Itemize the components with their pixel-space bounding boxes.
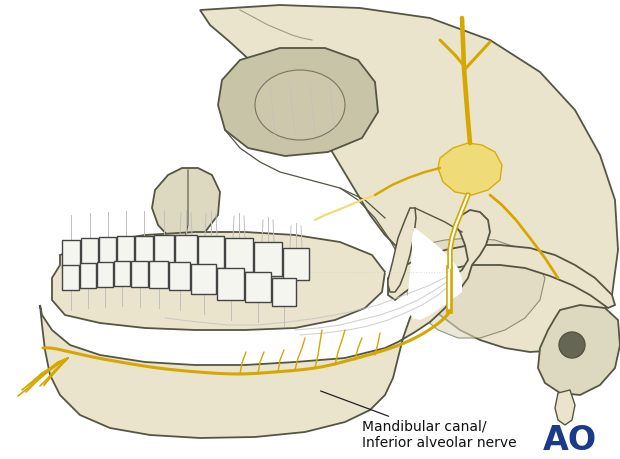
Text: Mandibular canal/
Inferior alveolar nerve: Mandibular canal/ Inferior alveolar nerv…	[321, 391, 516, 450]
Polygon shape	[225, 238, 253, 272]
Polygon shape	[81, 238, 98, 265]
Polygon shape	[217, 268, 244, 300]
Polygon shape	[400, 238, 545, 338]
Polygon shape	[438, 143, 502, 195]
Polygon shape	[117, 236, 134, 263]
Polygon shape	[62, 240, 80, 268]
Polygon shape	[388, 245, 615, 308]
Polygon shape	[135, 236, 153, 264]
Polygon shape	[254, 242, 282, 276]
Polygon shape	[52, 232, 385, 330]
Polygon shape	[152, 168, 220, 240]
Polygon shape	[555, 390, 575, 425]
Polygon shape	[198, 236, 224, 268]
Polygon shape	[169, 262, 190, 290]
Polygon shape	[538, 305, 620, 395]
Ellipse shape	[255, 70, 345, 140]
Polygon shape	[114, 261, 130, 286]
Polygon shape	[245, 272, 271, 302]
Circle shape	[211, 263, 219, 273]
Polygon shape	[99, 237, 116, 264]
Text: AO: AO	[543, 424, 597, 457]
Polygon shape	[283, 248, 309, 280]
Polygon shape	[80, 263, 96, 288]
Polygon shape	[388, 208, 416, 292]
Polygon shape	[154, 235, 174, 263]
Polygon shape	[408, 228, 462, 320]
Polygon shape	[200, 5, 618, 352]
Polygon shape	[191, 264, 216, 294]
Circle shape	[559, 332, 585, 358]
Polygon shape	[175, 235, 197, 265]
Polygon shape	[40, 210, 490, 438]
Polygon shape	[149, 261, 168, 288]
Polygon shape	[97, 262, 113, 287]
Polygon shape	[62, 265, 79, 290]
Polygon shape	[131, 261, 148, 287]
Polygon shape	[272, 278, 296, 306]
Polygon shape	[218, 48, 378, 156]
